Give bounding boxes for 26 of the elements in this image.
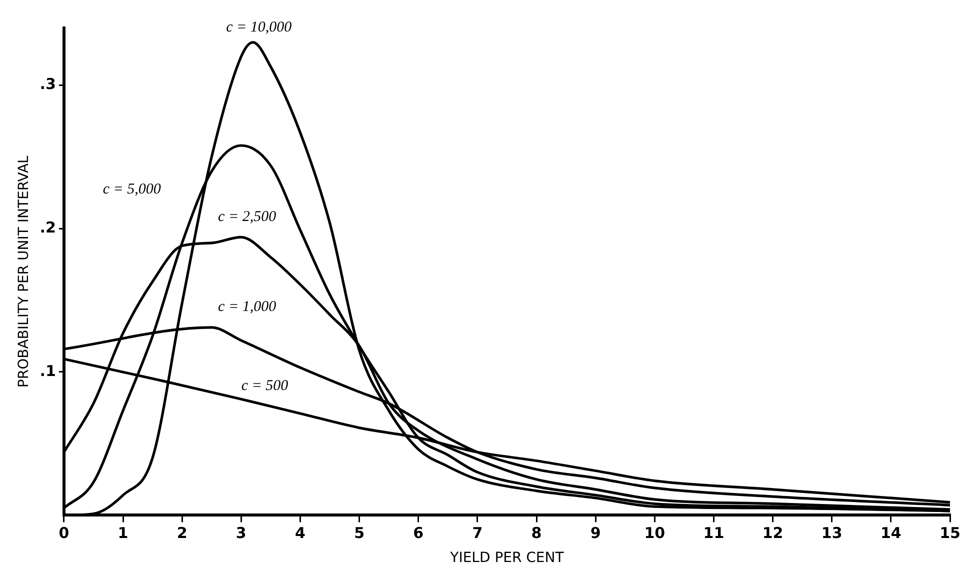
- x-axis-title: YIELD PER CENT: [449, 550, 564, 566]
- x-tick-label: 5: [354, 524, 365, 542]
- x-tick-label: 14: [880, 524, 902, 542]
- x-tick-label: 4: [295, 524, 306, 542]
- y-tick-label: .2: [40, 218, 56, 236]
- x-tick-label: 1: [118, 524, 128, 542]
- x-tick-label: 10: [644, 524, 666, 542]
- text: c = 5,000: [102, 182, 162, 198]
- series-label: c = 2,500: [218, 208, 277, 225]
- x-tick-label: 11: [703, 524, 724, 542]
- x-tick-label: 6: [413, 524, 424, 542]
- y-tick-label: .3: [40, 75, 56, 94]
- x-tick-label: 15: [940, 524, 960, 542]
- x-tick-label: 8: [531, 524, 542, 542]
- x-tick-label: 13: [821, 524, 842, 542]
- x-tick-label: 2: [176, 524, 188, 542]
- x-tick-label: 0: [58, 524, 70, 542]
- x-tick-label: 3: [236, 524, 246, 542]
- x-tick-label: 9: [590, 524, 601, 542]
- x-tick-label: 12: [762, 524, 784, 542]
- series-label: c = 500: [241, 378, 289, 394]
- y-tick-label: .1: [40, 362, 56, 380]
- series-label: c = 10,000: [226, 20, 292, 36]
- x-tick-label: 7: [472, 524, 483, 542]
- y-axis-title: PROBABILITY PER UNIT INTERVAL: [16, 155, 32, 388]
- series-label: c = 1,000: [218, 299, 277, 316]
